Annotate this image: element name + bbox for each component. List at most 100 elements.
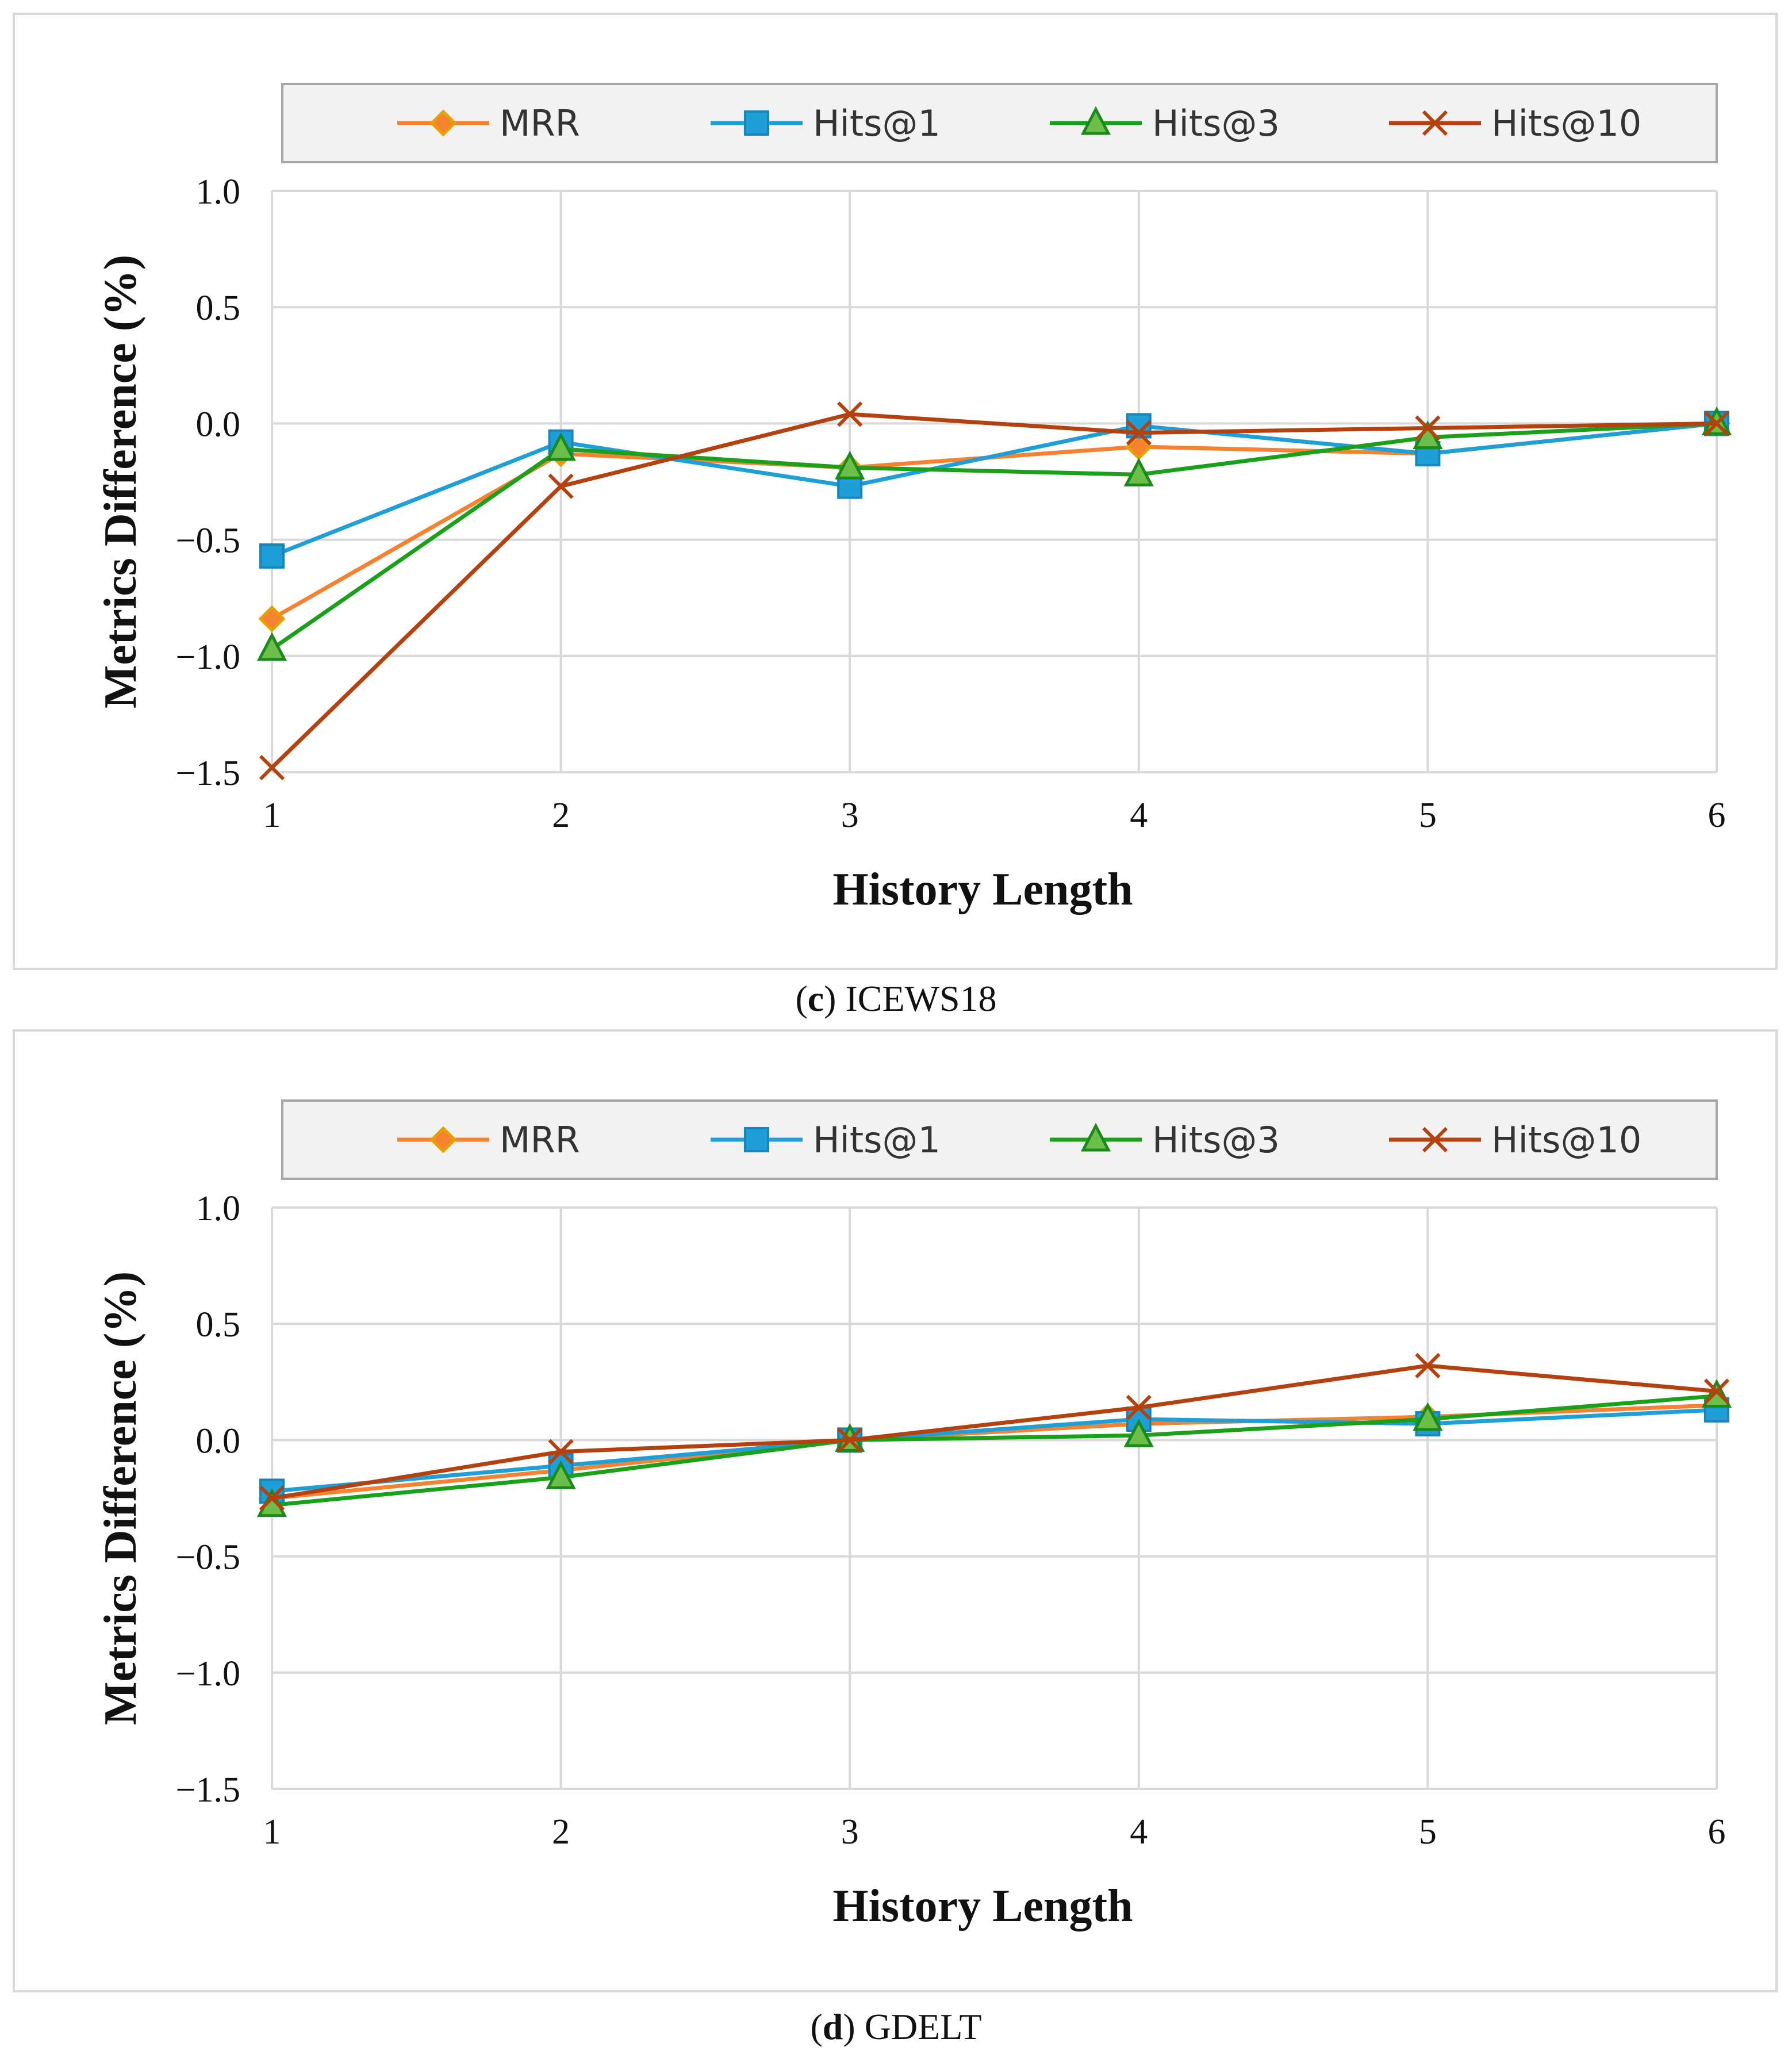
data-point-hits-10 <box>1703 411 1730 436</box>
chart-panel-icews18: MRR Hits@1 Hits@3 Hits@10 1.0 0.5 0.0 −0.5 −1.0 −… <box>13 13 1778 970</box>
legend-marker-triangle <box>1080 1122 1111 1152</box>
series-line-hits-1 <box>271 1408 1717 1493</box>
caption-text: GDELT <box>864 2006 982 2047</box>
y-tick-labels: 1.0 0.5 0.0 −0.5 −1.0 −1.5 <box>176 173 240 793</box>
y-tick-label: −1.5 <box>176 754 240 793</box>
y-tick-label: −1.0 <box>176 638 240 677</box>
data-point-hits-3 <box>1123 457 1154 486</box>
y-tick-labels: 1.0 0.5 0.0 −0.5 −1.0 −1.5 <box>176 1189 240 1810</box>
series-line-hits-3 <box>271 1394 1717 1508</box>
series-line-mrr <box>271 421 1717 621</box>
series-line-hits-3 <box>271 421 1717 651</box>
data-point-hits-10 <box>837 1427 863 1453</box>
data-point-hits-10 <box>1703 1378 1730 1404</box>
caption-label: c <box>807 978 824 1019</box>
x-tick-label: 2 <box>552 796 570 835</box>
data-point-hits-10 <box>259 1485 285 1511</box>
x-tick-label: 4 <box>1130 796 1148 835</box>
y-tick-label: −0.5 <box>176 522 240 561</box>
gridlines <box>271 1206 1718 1790</box>
x-tick-label: 6 <box>1708 1812 1726 1852</box>
caption-text: ICEWS18 <box>845 978 997 1019</box>
legend-item-hits-1: Hits@1 <box>711 102 941 144</box>
data-point-hits-3 <box>546 1460 576 1489</box>
legend-marker-x <box>1422 1126 1448 1153</box>
data-point-hits-10 <box>548 473 574 499</box>
x-tick-label: 5 <box>1419 1812 1437 1852</box>
legend-marker-diamond <box>429 109 457 137</box>
series-hits-10 <box>259 1352 1730 1511</box>
legend-item-mrr: MRR <box>397 102 580 144</box>
legend-label: MRR <box>500 102 580 144</box>
data-point-hits-3 <box>1123 1418 1154 1447</box>
legend-label: Hits@1 <box>813 102 941 144</box>
x-tick-label: 1 <box>263 1812 281 1852</box>
data-point-hits-10 <box>1126 1394 1152 1420</box>
series-hits-3 <box>256 1379 1732 1517</box>
y-tick-label: 1.0 <box>196 1189 241 1228</box>
y-tick-label: 0.0 <box>196 1421 241 1461</box>
data-point-hits-10 <box>1126 420 1152 446</box>
data-point-hits-3 <box>835 450 865 480</box>
chart-gdelt: MRR Hits@1 Hits@3 Hits@10 1.0 0.5 0.0 −0.5 −1.0 −… <box>95 1099 1732 1931</box>
legend-label: Hits@3 <box>1152 102 1280 144</box>
x-tick-label: 2 <box>552 1812 570 1852</box>
data-point-hits-3 <box>546 432 576 461</box>
data-point-mrr <box>258 605 286 633</box>
data-point-hits-3 <box>256 632 287 661</box>
y-tick-label: 1.0 <box>196 173 241 212</box>
legend-item-hits-1: Hits@1 <box>711 1119 941 1161</box>
data-point-hits-3 <box>1413 1402 1443 1431</box>
x-tick-label: 5 <box>1419 796 1437 835</box>
chart-panel-gdelt: MRR Hits@1 Hits@3 Hits@10 1.0 0.5 0.0 −0.5 −1.0 −… <box>13 1029 1778 1992</box>
data-point-hits-10 <box>1415 1352 1441 1379</box>
x-tick-label: 1 <box>263 796 281 835</box>
data-point-hits-3 <box>1701 1379 1732 1408</box>
caption-gdelt: (d) GDELT <box>810 2006 982 2047</box>
series-line-hits-10 <box>270 412 1717 769</box>
series-line-hits-10 <box>271 1363 1717 1500</box>
series-hits-10 <box>259 401 1730 781</box>
legend-item-hits-3: Hits@3 <box>1050 1119 1280 1161</box>
caption-icews18: (c) ICEWS18 <box>795 978 997 1019</box>
gridlines <box>271 190 1718 773</box>
data-point-hits-10 <box>837 401 863 427</box>
x-tick-labels: 1 2 3 4 5 6 <box>263 1812 1726 1852</box>
legend-marker-square <box>744 1127 769 1152</box>
x-tick-label: 6 <box>1708 796 1726 835</box>
legend-item-hits-3: Hits@3 <box>1050 102 1280 144</box>
legend: MRR Hits@1 Hits@3 Hits@10 <box>281 1099 1718 1180</box>
legend-label: MRR <box>500 1119 580 1161</box>
legend: MRR Hits@1 Hits@3 Hits@10 <box>281 83 1718 163</box>
legend-marker-square <box>744 110 769 136</box>
y-axis-title: Metrics Difference (%) <box>95 255 146 708</box>
x-tick-labels: 1 2 3 4 5 6 <box>263 796 1726 835</box>
chart-icews18: MRR Hits@1 Hits@3 Hits@10 1.0 0.5 0.0 −0.5 −1.0 −… <box>95 83 1732 915</box>
legend-label: Hits@1 <box>813 1119 941 1161</box>
legend-marker-diamond <box>429 1126 457 1153</box>
y-axis-title: Metrics Difference (%) <box>95 1271 146 1725</box>
y-tick-label: −1.0 <box>176 1654 240 1693</box>
data-point-hits-1 <box>259 543 285 569</box>
x-axis-title: History Length <box>832 864 1133 915</box>
data-point-hits-10 <box>259 754 285 781</box>
x-tick-label: 3 <box>841 796 859 835</box>
x-tick-label: 3 <box>841 1812 859 1852</box>
legend-item-mrr: MRR <box>397 1119 580 1161</box>
y-tick-label: −0.5 <box>176 1538 240 1577</box>
x-axis-title: History Length <box>832 1881 1133 1931</box>
caption-label: d <box>822 2006 843 2047</box>
data-point-hits-10 <box>548 1439 574 1465</box>
legend-item-hits-10: Hits@10 <box>1389 102 1641 144</box>
legend-label: Hits@10 <box>1491 1119 1641 1161</box>
y-tick-label: 0.0 <box>196 405 241 444</box>
series-line-hits-1 <box>271 421 1717 558</box>
legend-marker-x <box>1422 110 1448 136</box>
data-point-hits-10 <box>1415 415 1441 441</box>
legend-marker-triangle <box>1080 106 1111 135</box>
y-tick-label: −1.5 <box>176 1770 240 1810</box>
legend-label: Hits@3 <box>1152 1119 1280 1161</box>
legend-label: Hits@10 <box>1491 102 1641 144</box>
x-tick-label: 4 <box>1130 1812 1148 1852</box>
y-tick-label: 0.5 <box>196 289 241 328</box>
